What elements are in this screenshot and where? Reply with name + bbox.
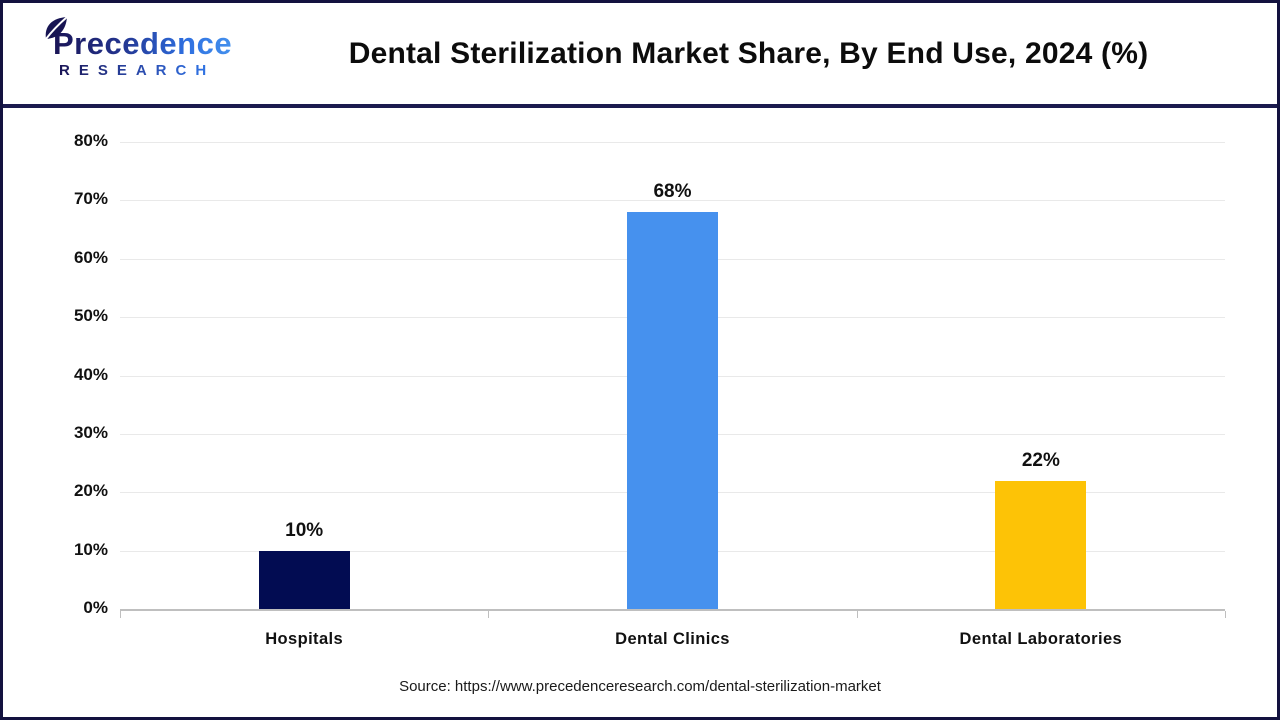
bar-dental-laboratories xyxy=(995,480,1087,609)
y-axis-label-80%: 80% xyxy=(73,131,108,150)
y-axis-label-0%: 0% xyxy=(83,598,108,617)
x-axis-tick xyxy=(856,611,858,618)
chart-title: Dental Sterilization Market Share, By En… xyxy=(348,36,1149,70)
bar-value-hospitals: 10% xyxy=(285,519,324,541)
y-axis-label-20%: 20% xyxy=(73,481,108,501)
y-axis-label-40%: 40% xyxy=(73,364,108,384)
bar-chart: 0% 10% 20% 30% 40% 50% 60% 70% 80% 10% Hospitals 68… xyxy=(3,3,1277,717)
y-axis-label-70%: 70% xyxy=(73,189,108,209)
bar-hospitals xyxy=(258,550,350,609)
source-attribution: Source: https://www.precedenceresearch.c… xyxy=(399,678,881,695)
gridline-80% xyxy=(120,142,1225,143)
logo-subtext: RESEARCH xyxy=(59,62,248,79)
x-axis-tick xyxy=(488,611,490,618)
y-axis-label-30%: 30% xyxy=(73,422,108,442)
y-axis-label-10%: 10% xyxy=(73,539,108,559)
bar-value-dental-clinics: 68% xyxy=(653,181,692,203)
bar-value-dental-laboratories: 22% xyxy=(1021,449,1060,471)
y-axis-label-60%: 60% xyxy=(73,247,108,267)
gridline-70% xyxy=(120,200,1225,202)
bar-dental-clinics xyxy=(627,212,718,609)
logo-wordmark: Precedence xyxy=(53,28,248,61)
header: Precedence RESEARCH Dental Sterilization… xyxy=(3,3,1277,104)
leaf-icon xyxy=(43,16,69,49)
precedence-research-logo: Precedence RESEARCH xyxy=(45,16,248,79)
x-axis-category-dental-clinics: Dental Clinics xyxy=(615,630,730,648)
header-divider xyxy=(3,104,1277,108)
x-axis-tick xyxy=(1225,611,1226,618)
x-axis-tick xyxy=(120,611,121,618)
x-axis-line xyxy=(120,609,1225,611)
x-axis-category-hospitals: Hospitals xyxy=(265,630,344,648)
y-axis-label-50%: 50% xyxy=(73,306,108,326)
x-axis-category-dental-laboratories: Dental Laboratories xyxy=(959,630,1123,648)
